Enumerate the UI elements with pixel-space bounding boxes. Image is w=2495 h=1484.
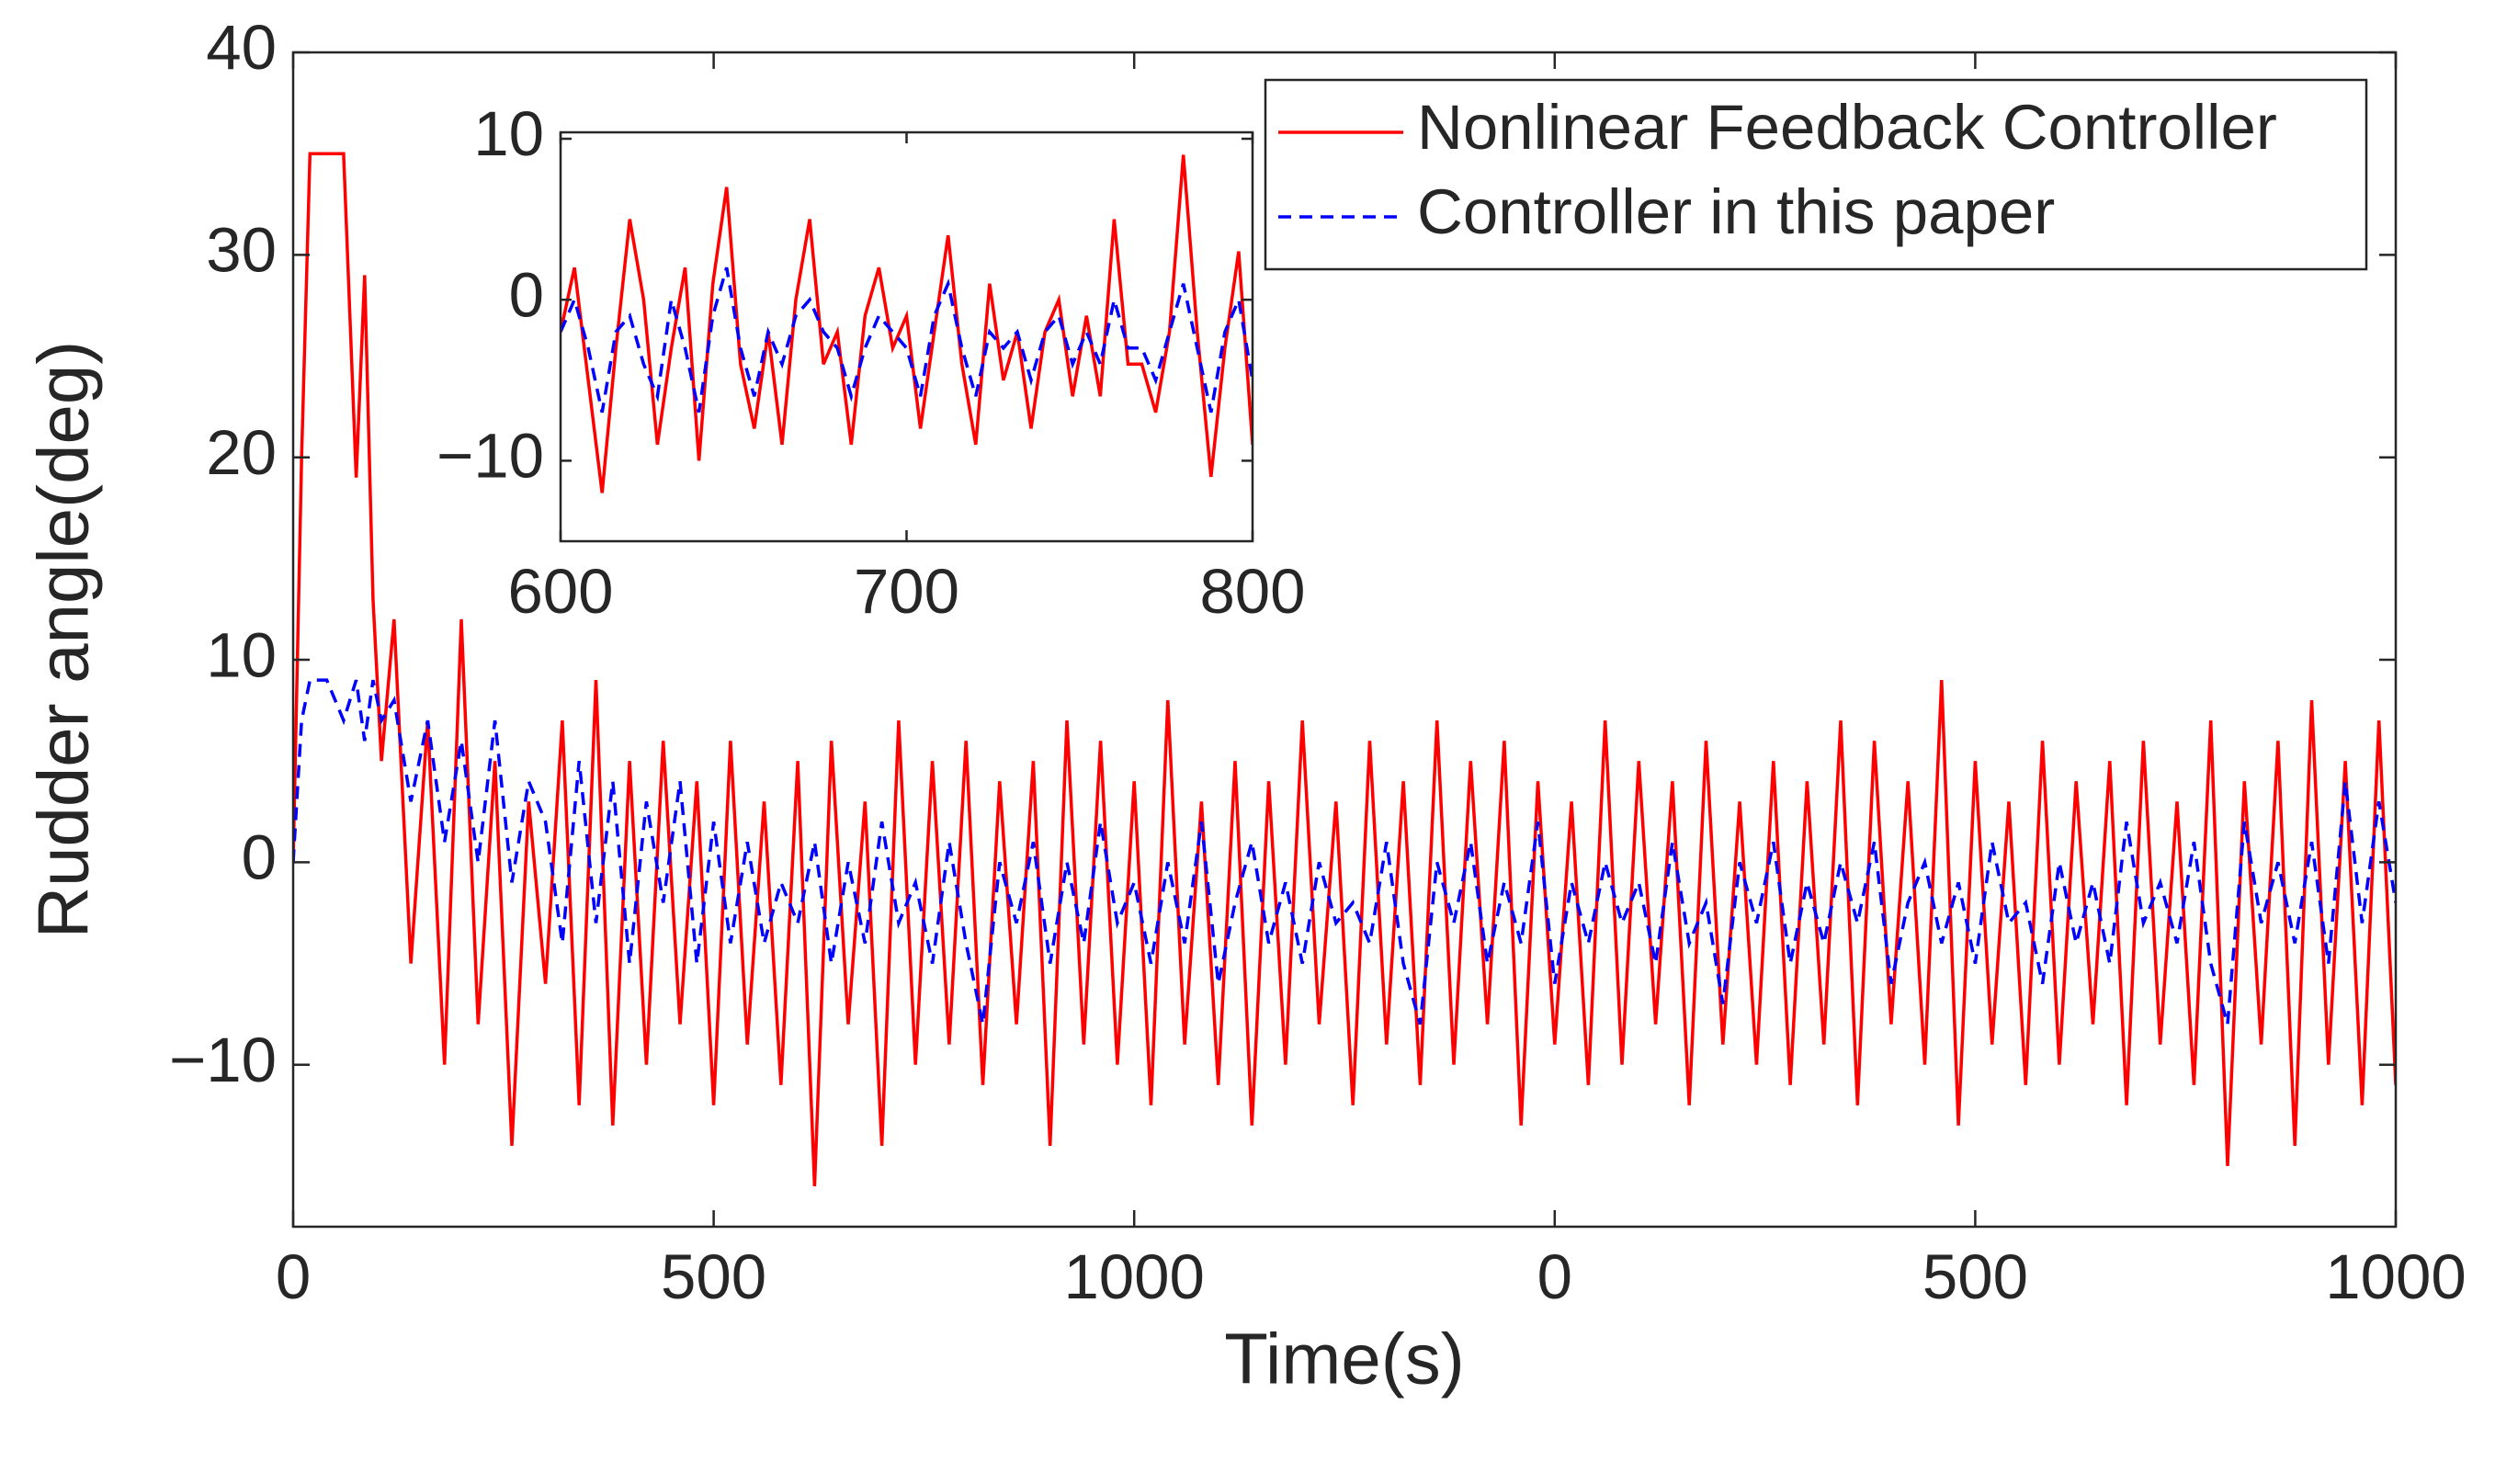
x-tick-label: 1000 <box>2325 1241 2467 1312</box>
y-tick-label: 40 <box>206 12 277 83</box>
y-tick-label: 10 <box>206 619 277 690</box>
axes-box <box>291 51 2398 1229</box>
series-line <box>293 678 2396 1025</box>
x-axis-label: Time(s) <box>1224 1319 1464 1399</box>
x-tick-label: 500 <box>661 1241 766 1312</box>
x-tick-label: 0 <box>1537 1241 1572 1312</box>
x-tick-label: 500 <box>1922 1241 2028 1312</box>
x-tick-label: 0 <box>276 1241 311 1312</box>
y-tick-label: 30 <box>206 215 277 286</box>
x-tick-label: 1000 <box>1063 1241 1205 1312</box>
series-line <box>561 154 1253 493</box>
y-tick-label: 10 <box>473 98 544 169</box>
y-tick-label: 0 <box>242 822 277 893</box>
legend-label: Nonlinear Feedback Controller <box>1417 92 2277 163</box>
x-tick-label: 600 <box>507 556 613 627</box>
series-line <box>293 152 2396 1186</box>
x-tick-label: 700 <box>854 556 959 627</box>
x-tick-label: 800 <box>1199 556 1305 627</box>
plot-background <box>561 132 1253 541</box>
series-line <box>561 266 1253 413</box>
y-tick-label: 0 <box>509 259 544 330</box>
legend-label: Controller in this paper <box>1417 176 2055 247</box>
y-tick-label: −10 <box>169 1025 277 1095</box>
legend-box <box>1264 78 2368 271</box>
y-tick-label: 20 <box>206 417 277 488</box>
y-axis-label: Rudder angle(deg) <box>23 341 104 938</box>
y-tick-label: −10 <box>437 421 544 492</box>
